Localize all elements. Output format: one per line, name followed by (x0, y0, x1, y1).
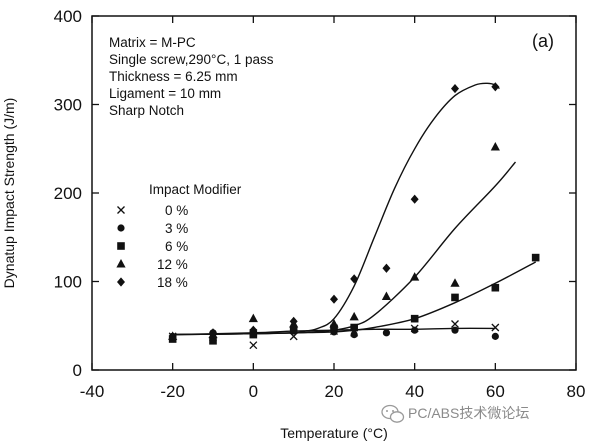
legend-label-0: 0 % (165, 203, 188, 218)
data-point-circle (350, 331, 358, 339)
data-point-square (491, 283, 500, 292)
data-point-diamond (491, 82, 500, 92)
legend-marker-circle (117, 224, 125, 232)
axis-ticks: -40 -20 0 20 40 60 80 0 100 200 300 400 (54, 7, 586, 401)
y-tick-label: 100 (54, 273, 82, 292)
data-point-triangle (168, 331, 178, 340)
data-point-square (289, 326, 298, 334)
y-tick-label: 300 (54, 96, 82, 115)
data-point-diamond (249, 325, 258, 335)
legend-marker-x (117, 206, 125, 214)
panel-label: (a) (532, 31, 554, 51)
data-point-diamond (330, 294, 338, 304)
data-point-circle (411, 326, 419, 334)
note-line-1: Matrix = M-PC (109, 35, 196, 50)
data-point-square (451, 293, 459, 302)
data-point-circle (382, 329, 391, 337)
data-point-square (410, 314, 419, 323)
data-point-x (451, 320, 459, 328)
legend-label-3: 3 % (165, 221, 188, 236)
data-point-diamond (382, 263, 391, 273)
legend-markers (116, 206, 126, 287)
note-line-4: Ligament = 10 mm (109, 86, 221, 101)
data-point-diamond (451, 83, 459, 94)
data-point-circle (451, 326, 459, 334)
y-axis-label: Dynatup Impact Strength (J/m) (1, 98, 17, 289)
data-point-diamond (350, 274, 359, 284)
data-point-square (330, 324, 338, 333)
data-point-square (531, 253, 540, 262)
legend-label-6: 6 % (165, 239, 188, 254)
data-point-diamond (289, 316, 298, 326)
y-tick-label: 400 (54, 7, 82, 26)
fit-curve-3 (172, 82, 500, 336)
data-point-square (209, 336, 217, 345)
data-point-x (249, 341, 258, 350)
watermark-text: PC/ABS技术微论坛 (408, 405, 529, 421)
x-tick-label: 40 (405, 382, 424, 401)
data-point-triangle (490, 141, 500, 151)
note-line-2: Single screw,290°C, 1 pass (109, 52, 274, 67)
legend-title: Impact Modifier (149, 182, 242, 197)
y-tick-label: 0 (73, 361, 82, 380)
legend-marker-triangle (116, 259, 126, 268)
x-tick-label: 20 (325, 382, 344, 401)
x-tick-label: -40 (80, 382, 105, 401)
legend: Impact Modifier 0 % 3 % 6 % 12 % 18 % (116, 182, 242, 290)
data-point-diamond (410, 194, 419, 204)
data-point-triangle (248, 313, 258, 323)
x-axis-label: Temperature (°C) (280, 425, 388, 441)
x-tick-label: 0 (249, 382, 258, 401)
data-point-x (289, 332, 298, 341)
x-tick-label: 80 (567, 382, 586, 401)
data-point-triangle (349, 311, 359, 321)
x-tick-label: -20 (160, 382, 185, 401)
legend-label-12: 12 % (157, 257, 188, 272)
y-tick-label: 200 (54, 184, 82, 203)
watermark: PC/ABS技术微论坛 (381, 404, 529, 423)
data-point-x (491, 323, 500, 332)
legend-label-18: 18 % (157, 275, 188, 290)
note-line-3: Thickness = 6.25 mm (109, 69, 238, 84)
data-points (168, 82, 540, 350)
data-point-triangle (410, 272, 420, 281)
legend-marker-square (117, 242, 125, 250)
data-point-triangle (329, 318, 339, 328)
data-point-triangle (450, 278, 460, 287)
fit-curves (172, 82, 537, 336)
fit-curve-1 (172, 261, 537, 336)
data-point-square (350, 323, 358, 332)
note-line-5: Sharp Notch (109, 103, 184, 118)
data-point-diamond (209, 328, 217, 338)
data-point-triangle (381, 291, 392, 301)
wechat-icon (381, 404, 405, 423)
legend-marker-diamond (117, 277, 125, 287)
x-tick-label: 60 (486, 382, 505, 401)
data-point-circle (491, 332, 499, 340)
